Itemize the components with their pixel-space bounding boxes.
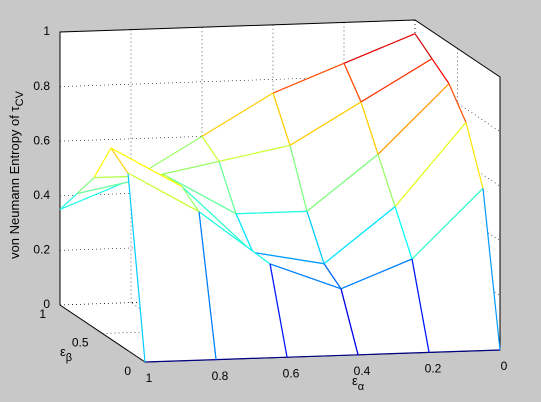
mesh-edge <box>198 211 217 360</box>
mesh-edge <box>181 186 200 213</box>
z-tick-label: 0.4 <box>33 188 50 202</box>
mesh-edge <box>110 147 183 188</box>
z-label-text: von Neumann Entropy of τ <box>7 106 22 259</box>
x-tick-label: 0.6 <box>283 366 300 380</box>
mesh-edge <box>306 153 379 212</box>
mesh-edge <box>127 173 146 363</box>
mesh-edge <box>360 58 433 103</box>
mesh-edge <box>340 288 359 355</box>
z-axis-label: von Neumann Entropy of τCV <box>7 90 25 259</box>
mesh-edge <box>323 206 396 265</box>
z-tick-label: 0.6 <box>33 133 50 147</box>
y-label-text: ε <box>60 344 66 359</box>
mesh-edge <box>377 154 396 207</box>
y-tick-label: 0 <box>124 364 131 378</box>
mesh-cell <box>219 145 307 214</box>
x-tick-label: 0 <box>501 359 508 373</box>
mesh-edge <box>59 193 78 210</box>
mesh-cell <box>378 83 466 207</box>
x-tick-label: 1 <box>146 371 153 385</box>
mesh-edge <box>343 33 416 64</box>
mesh-cell <box>236 211 324 264</box>
z-tick-label: 0 <box>43 297 50 311</box>
mesh-edge <box>357 351 430 356</box>
mesh-edge <box>252 251 325 265</box>
grid-line <box>59 19 416 33</box>
mesh-cell <box>273 63 361 146</box>
mesh-edge <box>411 258 430 353</box>
mesh-edge <box>306 211 325 264</box>
mesh-cell <box>131 136 219 180</box>
mesh-cell <box>111 148 199 212</box>
mesh-edge <box>394 206 413 260</box>
mesh-cell <box>77 175 165 194</box>
x-label-text: ε <box>352 373 358 388</box>
mesh-edge <box>181 186 254 253</box>
y-label-subscript: β <box>66 352 72 364</box>
mesh-edge <box>360 101 379 155</box>
mesh-edge <box>411 188 484 260</box>
y-tick-label: 0.5 <box>72 336 89 350</box>
mesh-cell <box>290 102 378 212</box>
mesh-edge <box>215 356 288 361</box>
mesh-cell <box>395 122 483 260</box>
mesh-cell <box>341 259 429 355</box>
mesh-edge <box>431 58 450 85</box>
mesh-edge <box>428 349 501 353</box>
mesh-cell <box>202 93 290 162</box>
mesh-edge <box>414 33 433 60</box>
mesh <box>59 33 501 363</box>
x-tick-label: 0.2 <box>425 362 442 376</box>
mesh-edge <box>201 136 220 162</box>
z-tick-label: 0.2 <box>33 243 50 257</box>
mesh-edge <box>76 177 95 194</box>
y-axis-label: εβ <box>60 344 72 363</box>
mesh-edge <box>340 258 413 290</box>
mesh-edge <box>218 144 291 163</box>
mesh-edge <box>482 188 501 351</box>
y-tick-label: 1 <box>39 307 46 321</box>
z-tick-label: 0.8 <box>33 79 50 93</box>
mesh-cell <box>344 33 432 103</box>
mesh-edge <box>235 210 308 215</box>
mesh-edge <box>198 211 271 265</box>
mesh-edge <box>448 83 467 123</box>
mesh-edge <box>289 145 308 212</box>
mesh-edge <box>394 122 467 208</box>
mesh-edge <box>465 122 484 189</box>
mesh-cell <box>148 161 236 214</box>
mesh-edge <box>272 92 291 146</box>
mesh-edge <box>164 174 237 215</box>
z-label-subscript: CV <box>14 90 26 106</box>
mesh-cell <box>361 58 449 155</box>
mesh-edge <box>59 179 132 211</box>
x-axis-label: εα <box>352 373 365 392</box>
mesh-edge <box>323 263 342 290</box>
mesh-edge <box>93 147 112 178</box>
x-tick-label: 0.4 <box>354 364 371 378</box>
mesh-edge <box>269 263 342 290</box>
mesh-edge <box>377 83 450 155</box>
mesh-edge <box>269 263 288 358</box>
mesh-cell <box>128 173 216 362</box>
mesh-edge <box>144 359 217 363</box>
mesh-edge <box>201 92 274 137</box>
mesh-edge <box>127 172 200 213</box>
mesh-edge <box>286 354 359 358</box>
mesh-edge <box>272 62 345 94</box>
mesh-cell <box>199 211 287 360</box>
mesh-edge <box>289 101 362 146</box>
mesh-edge <box>218 161 237 214</box>
mesh-cell <box>253 252 341 289</box>
z-tick-label: 1 <box>43 24 50 38</box>
mesh-edge <box>235 213 254 253</box>
mesh-edge <box>343 63 362 103</box>
x-label-subscript: α <box>358 381 365 393</box>
x-tick-label: 0.8 <box>212 369 229 383</box>
mesh-cell <box>307 154 395 264</box>
mesh-cell <box>412 188 500 353</box>
mesh-edge <box>110 147 129 174</box>
